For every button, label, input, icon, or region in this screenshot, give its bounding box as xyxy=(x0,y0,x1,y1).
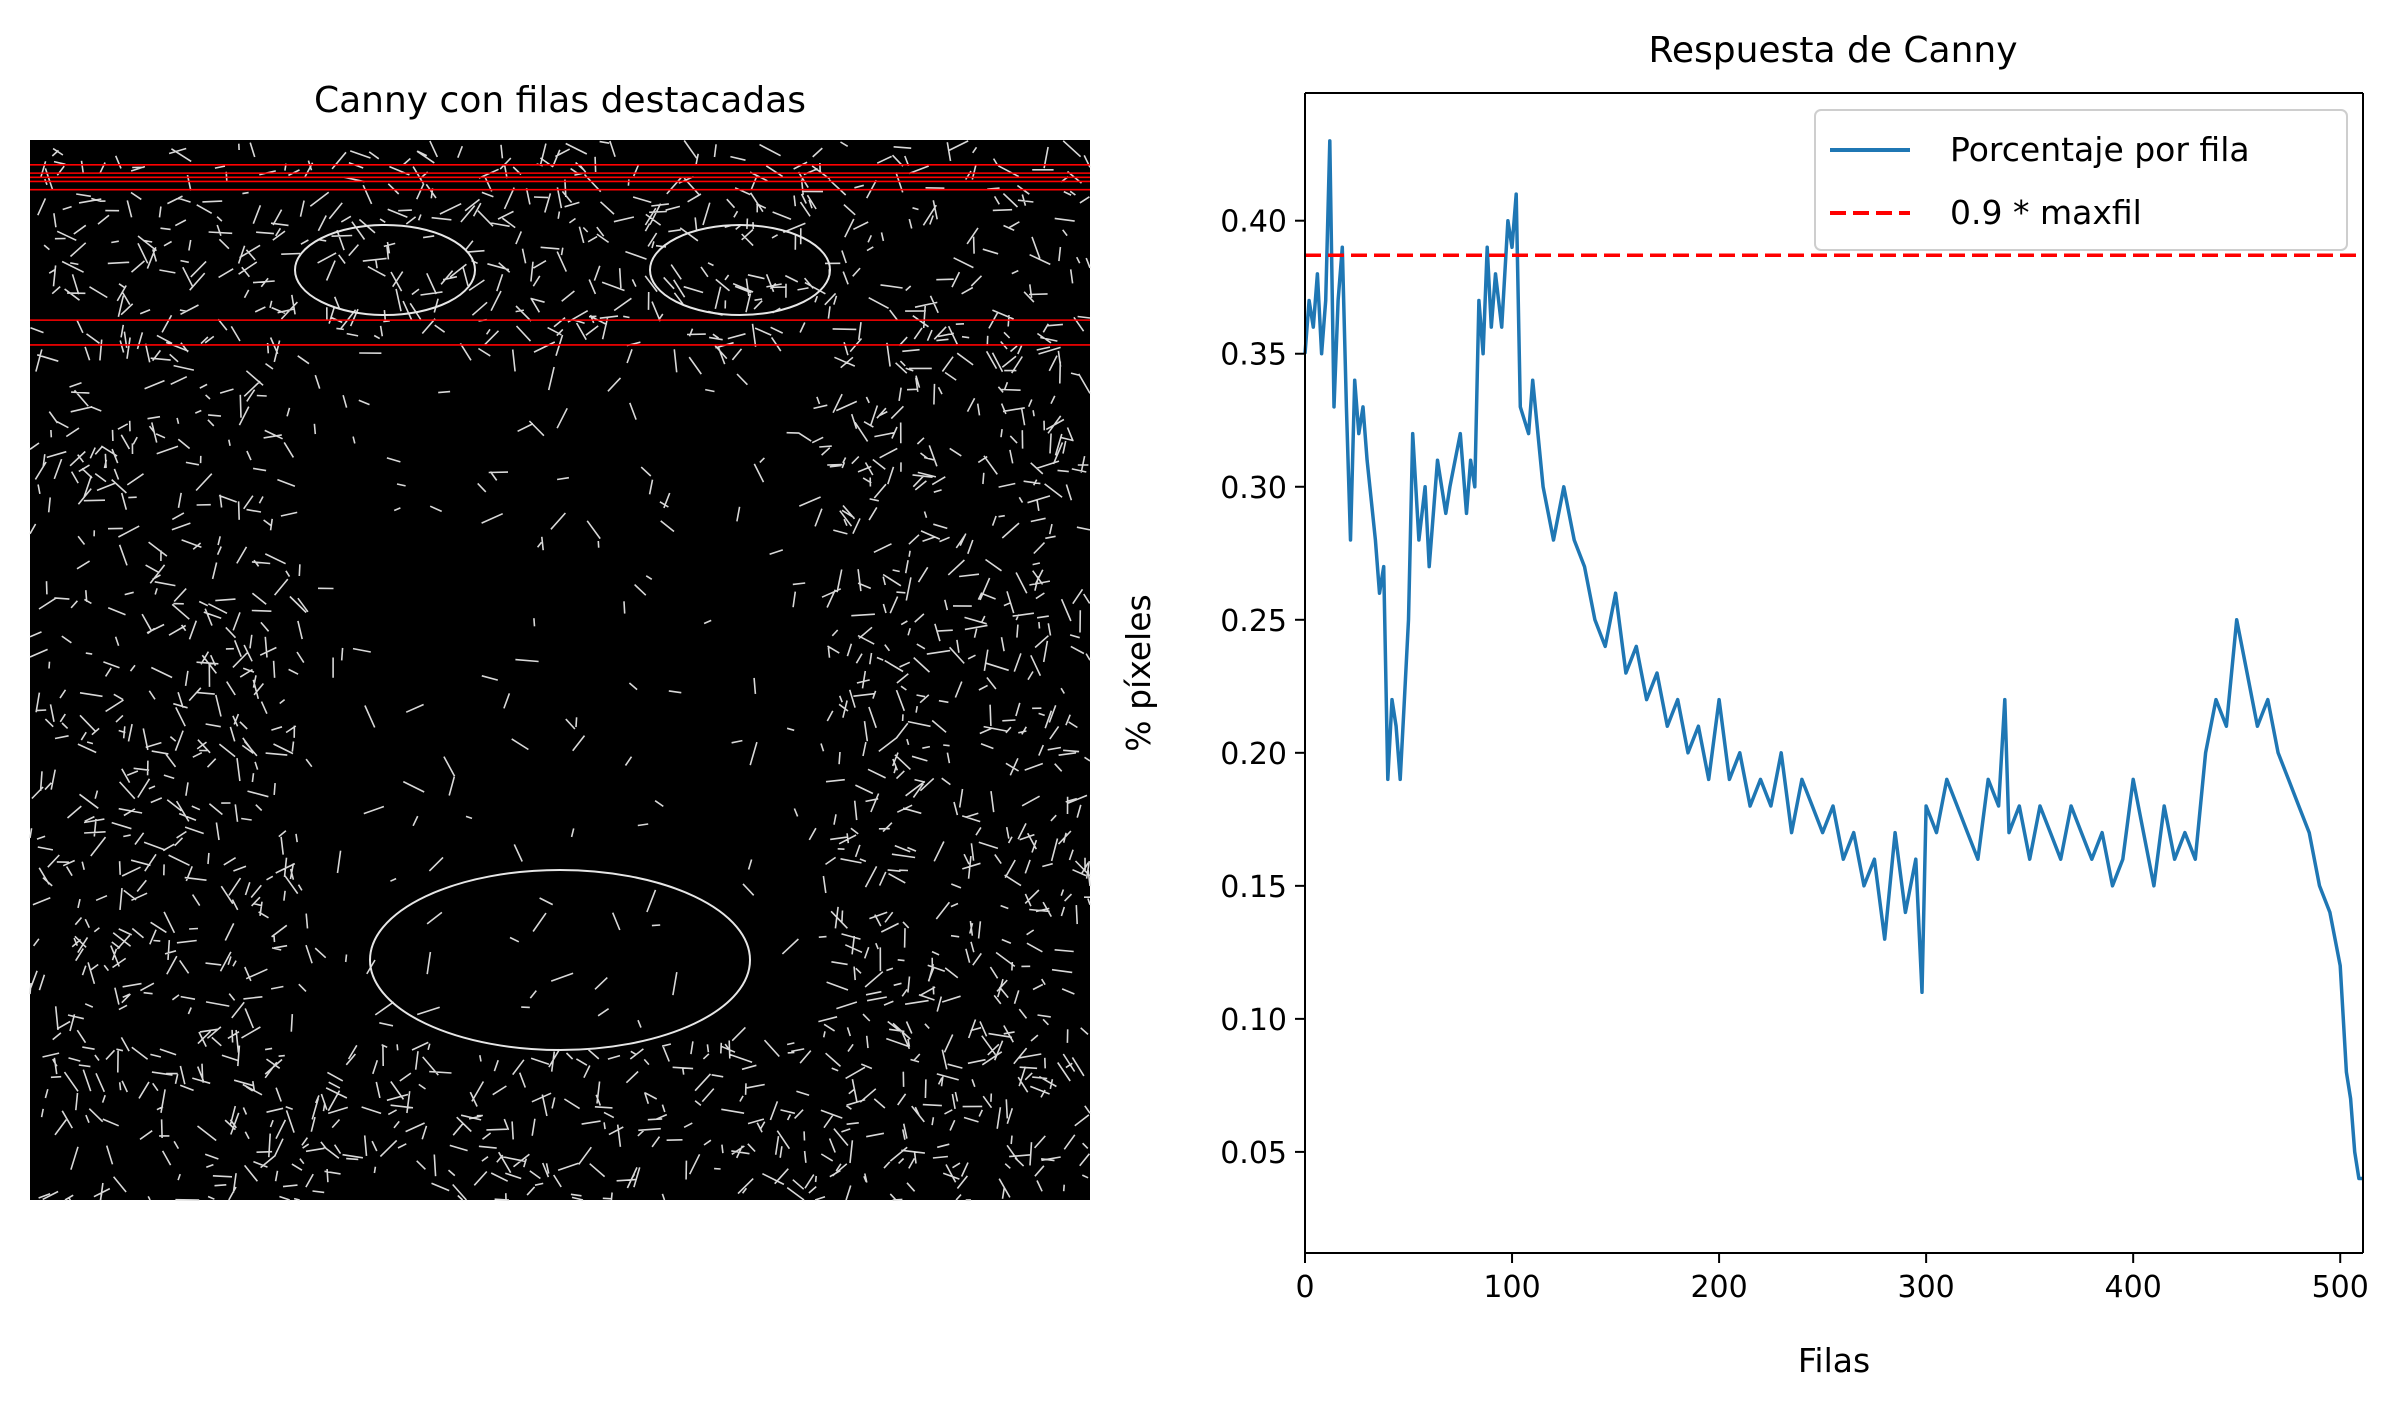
axes-frame xyxy=(1304,92,2364,1254)
x-tick-label: 500 xyxy=(2312,1270,2369,1305)
legend-label-maxfil: 0.9 * maxfil xyxy=(1950,193,2142,232)
highlighted-rows-overlay xyxy=(30,164,1090,346)
left-panel-title: Canny con filas destacadas xyxy=(314,80,806,121)
series-porcentaje-por-fila xyxy=(1303,139,2363,1181)
x-axis-ticks: 0 100 200 300 400 500 xyxy=(1295,1253,2369,1305)
chart-title: Respuesta de Canny xyxy=(1648,30,2017,71)
legend-label-porcentaje: Porcentaje por fila xyxy=(1950,130,2250,169)
line-chart: Respuesta de Canny 0 100 200 300 400 500 0.05… xyxy=(1119,30,2369,1380)
edge-contour xyxy=(649,224,831,316)
y-tick-label: 0.05 xyxy=(1220,1136,1287,1171)
y-tick-label: 0.35 xyxy=(1220,338,1287,373)
y-tick-label: 0.20 xyxy=(1220,737,1287,772)
edge-contour xyxy=(294,224,476,316)
x-tick-label: 0 xyxy=(1295,1270,1314,1305)
series-layer xyxy=(1303,139,2363,1181)
y-tick-label: 0.30 xyxy=(1220,471,1287,506)
y-axis-ticks: 0.05 0.10 0.15 0.20 0.25 0.30 0.35 0.40 xyxy=(1220,205,1305,1171)
edge-contour xyxy=(369,869,751,1051)
x-tick-label: 100 xyxy=(1483,1270,1540,1305)
plot-area xyxy=(1305,93,2363,1253)
chart-legend: Porcentaje por fila 0.9 * maxfil xyxy=(1814,109,2348,251)
x-tick-label: 400 xyxy=(2105,1270,2162,1305)
y-tick-label: 0.25 xyxy=(1220,604,1287,639)
edge-strokes xyxy=(29,140,1091,1201)
x-tick-label: 200 xyxy=(1690,1270,1747,1305)
y-tick-label: 0.40 xyxy=(1220,205,1287,240)
x-axis-label: Filas xyxy=(1798,1341,1870,1380)
y-tick-label: 0.10 xyxy=(1220,1003,1287,1038)
canny-edge-image xyxy=(29,140,1091,1201)
x-tick-label: 300 xyxy=(1898,1270,1955,1305)
y-axis-label: % píxeles xyxy=(1119,594,1158,751)
y-tick-label: 0.15 xyxy=(1220,870,1287,905)
